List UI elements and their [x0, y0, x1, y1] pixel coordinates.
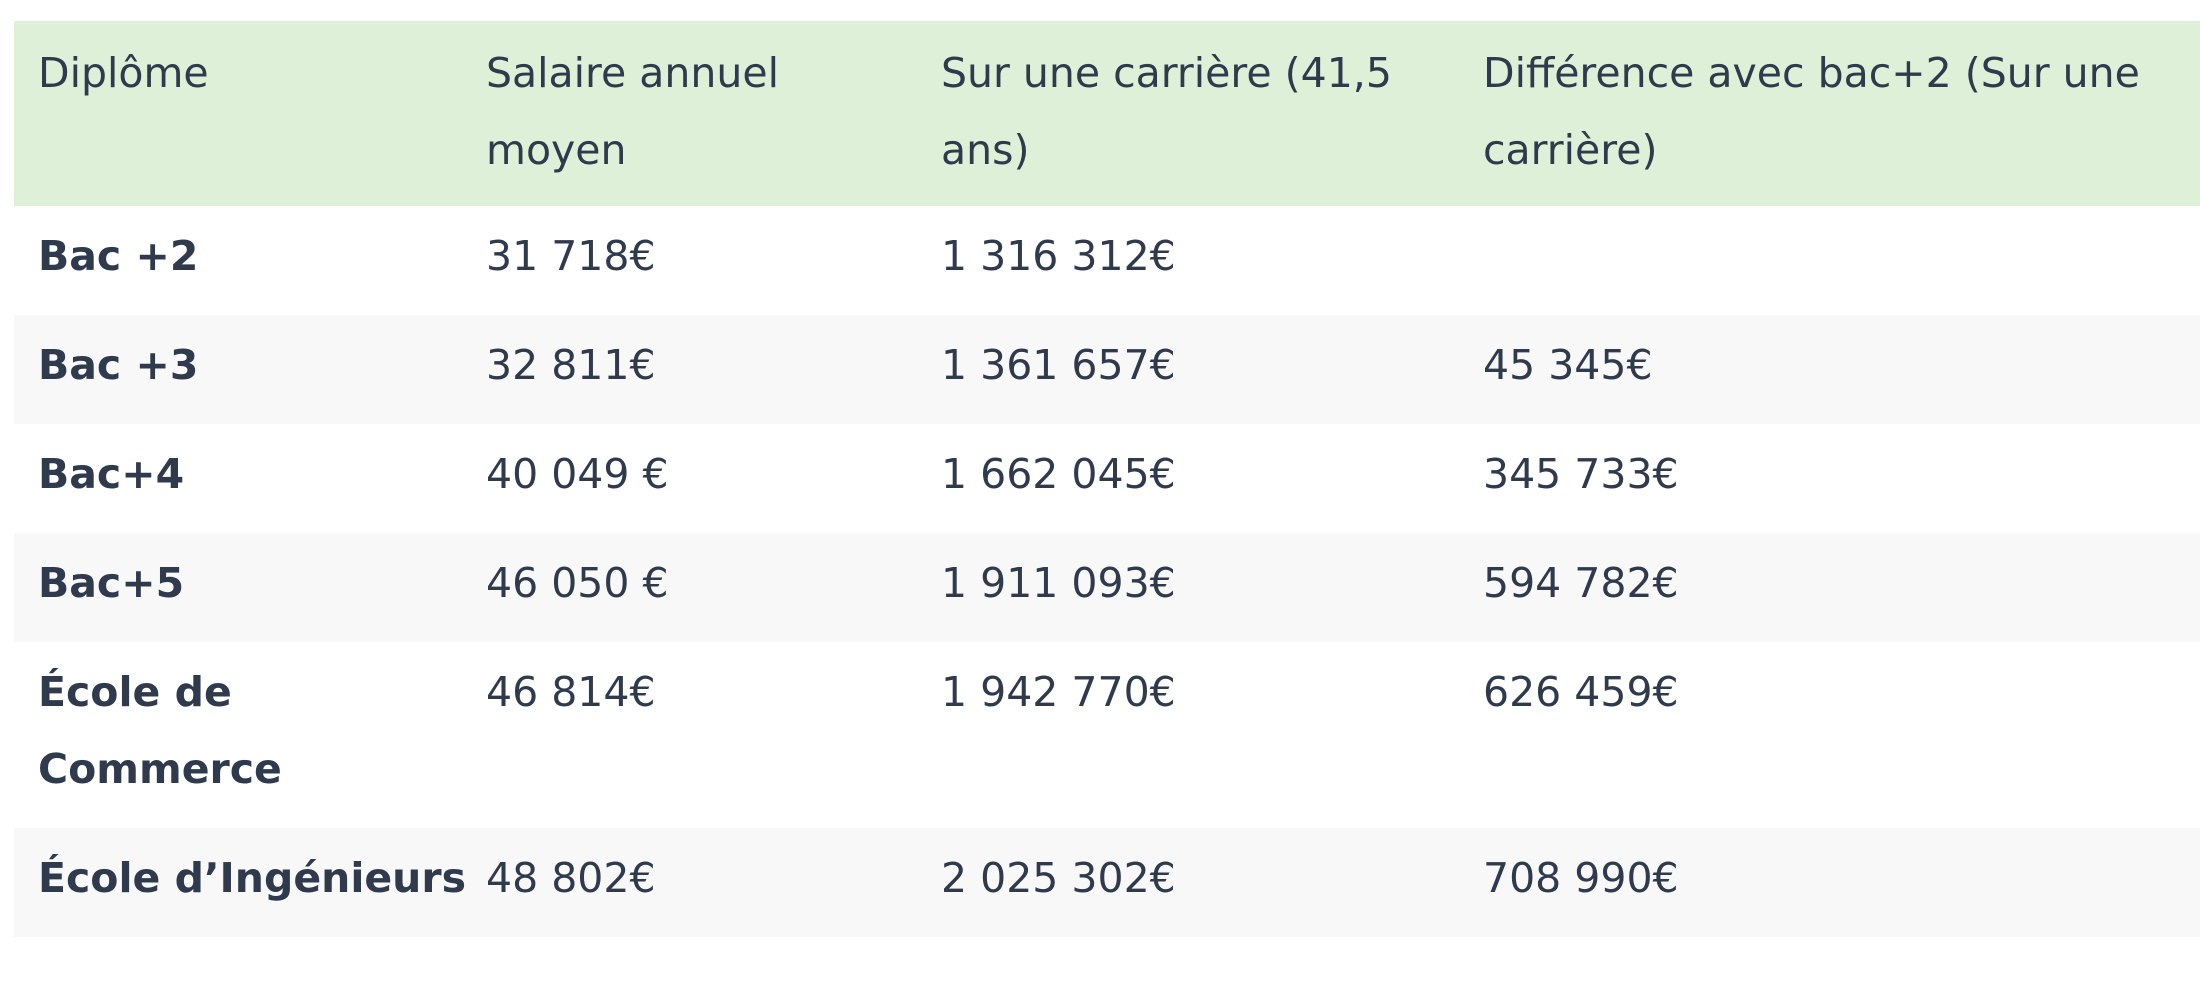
table-row: École de Commerce 46 814€ 1 942 770€ 626… [14, 642, 2200, 828]
salary-table-container: Diplôme Salaire annuel moyen Sur une car… [14, 21, 2200, 937]
header-difference-bac2: Différence avec bac+2 (Sur une carrière) [1483, 49, 2140, 174]
cell-diplome: École d’Ingénieurs [38, 854, 466, 902]
cell-salaire: 48 802€ [486, 854, 656, 902]
cell-carriere: 1 662 045€ [941, 450, 1176, 498]
salary-comparison-table: Diplôme Salaire annuel moyen Sur une car… [14, 21, 2200, 937]
table-row: Bac+5 46 050 € 1 911 093€ 594 782€ [14, 533, 2200, 642]
cell-diplome: Bac+5 [38, 559, 185, 607]
cell-diplome: École de Commerce [38, 668, 282, 793]
table-row: École d’Ingénieurs 48 802€ 2 025 302€ 70… [14, 828, 2200, 937]
header-sur-une-carriere: Sur une carrière (41,5 ans) [941, 49, 1392, 174]
cell-difference: 626 459€ [1483, 668, 1679, 716]
cell-carriere: 1 911 093€ [941, 559, 1176, 607]
table-row: Bac+4 40 049 € 1 662 045€ 345 733€ [14, 424, 2200, 533]
cell-salaire: 32 811€ [486, 341, 656, 389]
cell-carriere: 1 942 770€ [941, 668, 1176, 716]
cell-salaire: 46 814€ [486, 668, 656, 716]
cell-difference: 594 782€ [1483, 559, 1679, 607]
cell-carriere: 1 361 657€ [941, 341, 1176, 389]
header-diplome: Diplôme [38, 49, 209, 97]
table-row: Bac +2 31 718€ 1 316 312€ [14, 206, 2200, 315]
table-body: Bac +2 31 718€ 1 316 312€ Bac +3 32 811€… [14, 206, 2200, 937]
cell-difference: 708 990€ [1483, 854, 1679, 902]
cell-carriere: 2 025 302€ [941, 854, 1176, 902]
cell-diplome: Bac +2 [38, 232, 199, 280]
cell-salaire: 46 050 € [486, 559, 669, 607]
cell-difference [1459, 206, 2200, 315]
header-salaire-annuel: Salaire annuel moyen [486, 49, 779, 174]
cell-diplome: Bac +3 [38, 341, 199, 389]
cell-diplome: Bac+4 [38, 450, 185, 498]
cell-salaire: 40 049 € [486, 450, 669, 498]
header-row: Diplôme Salaire annuel moyen Sur une car… [14, 21, 2200, 206]
cell-difference: 345 733€ [1483, 450, 1679, 498]
table-row: Bac +3 32 811€ 1 361 657€ 45 345€ [14, 315, 2200, 424]
cell-carriere: 1 316 312€ [941, 232, 1176, 280]
cell-salaire: 31 718€ [486, 232, 656, 280]
cell-difference: 45 345€ [1483, 341, 1653, 389]
table-header: Diplôme Salaire annuel moyen Sur une car… [14, 21, 2200, 206]
